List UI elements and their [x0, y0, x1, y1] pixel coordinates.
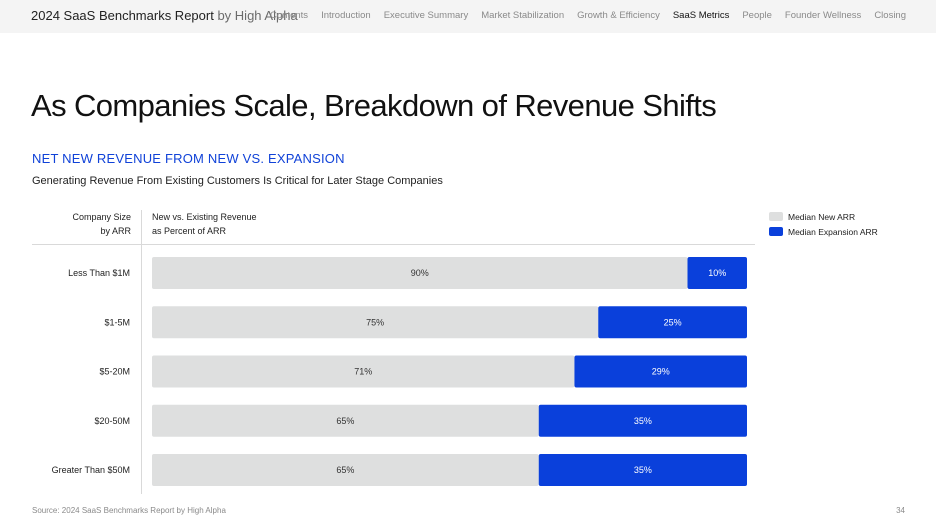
bar-median-new-arr — [152, 454, 539, 486]
legend-label: Median New ARR — [788, 211, 856, 222]
page-number: 34 — [896, 506, 905, 515]
bar-median-new-arr — [152, 306, 599, 339]
nav-item-growth-efficiency[interactable]: Growth & Efficiency — [577, 10, 660, 21]
bar-median-new-arr — [152, 355, 575, 388]
chart-legend: Median New ARR Median Expansion ARR — [769, 209, 878, 239]
nav-item-saas-metrics[interactable]: SaaS Metrics — [672, 10, 730, 21]
bar-median-expansion-arr — [538, 454, 747, 486]
report-title[interactable]: 2024 SaaS Benchmarks Report by High Alph… — [31, 8, 298, 23]
nav-item-market-stabilization[interactable]: Market Stabilization — [481, 10, 565, 21]
category-label: $1-5M — [104, 317, 130, 327]
legend-swatch — [769, 227, 783, 236]
nav-item-introduction[interactable]: Introduction — [321, 10, 371, 21]
data-label: 29% — [652, 367, 670, 377]
data-label: 10% — [708, 268, 726, 278]
company-size-header-line2: by ARR — [100, 226, 131, 236]
chart-subtitle: Generating Revenue From Existing Custome… — [32, 175, 443, 187]
source-note: Source: 2024 SaaS Benchmarks Report by H… — [32, 506, 226, 515]
revenue-header-line1: New vs. Existing Revenue — [152, 212, 257, 222]
nav-item-contents[interactable]: Contents — [270, 10, 309, 21]
top-nav: Contents Introduction Executive Summary Mar… — [270, 10, 906, 21]
nav-item-closing[interactable]: Closing — [874, 10, 906, 21]
section-label: NET NEW REVENUE FROM NEW VS. EXPANSION — [32, 151, 345, 166]
data-label: 71% — [354, 367, 372, 377]
bar-median-new-arr — [152, 257, 688, 289]
legend-swatch — [769, 212, 783, 221]
company-size-header-line1: Company Size — [72, 212, 131, 222]
bar-median-new-arr — [152, 404, 539, 437]
data-label: 25% — [664, 317, 682, 327]
report-title-text: 2024 SaaS Benchmarks Report — [31, 8, 214, 23]
category-label: $5-20M — [99, 367, 130, 377]
header-divider — [32, 244, 755, 245]
category-label: Less Than $1M — [68, 268, 130, 278]
legend-label: Median Expansion ARR — [788, 226, 878, 237]
page-title: As Companies Scale, Breakdown of Revenue… — [31, 88, 717, 123]
report-title-by: by High Alpha — [217, 8, 298, 23]
data-label: 75% — [366, 317, 384, 327]
company-size-header: Company Size by ARR — [32, 210, 131, 238]
data-label: 65% — [336, 416, 354, 426]
nav-item-founder-wellness[interactable]: Founder Wellness — [784, 10, 862, 21]
nav-item-people[interactable]: People — [742, 10, 772, 21]
data-label: 90% — [411, 268, 429, 278]
revenue-header: New vs. Existing Revenue as Percent of A… — [152, 210, 257, 238]
bar-median-expansion-arr — [598, 306, 747, 339]
category-label: Greater Than $50M — [52, 465, 130, 475]
axis-divider — [141, 210, 142, 494]
legend-item-median-expansion-arr: Median Expansion ARR — [769, 224, 878, 239]
nav-item-executive-summary[interactable]: Executive Summary — [383, 10, 469, 21]
bar-median-expansion-arr — [574, 355, 747, 388]
data-label: 35% — [634, 465, 652, 475]
legend-item-median-new-arr: Median New ARR — [769, 209, 878, 224]
top-bar: 2024 SaaS Benchmarks Report by High Alph… — [0, 0, 936, 33]
data-label: 35% — [634, 416, 652, 426]
bar-median-expansion-arr — [687, 257, 747, 289]
category-label: $20-50M — [94, 416, 130, 426]
revenue-header-line2: as Percent of ARR — [152, 226, 227, 236]
bar-median-expansion-arr — [538, 404, 747, 437]
data-label: 65% — [336, 465, 354, 475]
